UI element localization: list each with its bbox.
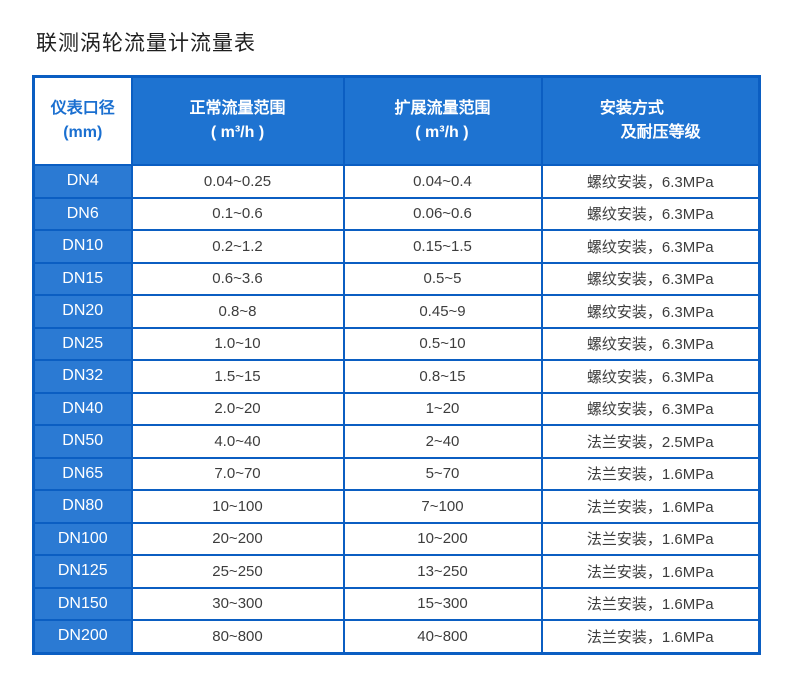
diameter-cell: DN200 xyxy=(32,619,133,654)
installation-cell: 螺纹安装，6.3MPa xyxy=(540,359,761,394)
table-row: DN100 20~200 10~200 法兰安装，1.6MPa xyxy=(32,521,761,556)
flow-rate-table: 仪表口径 (mm) 正常流量范围 ( m³/h ) 扩展流量范围 ( m³/h … xyxy=(32,75,761,655)
header-diameter: 仪表口径 (mm) xyxy=(32,75,133,166)
extended-flow-cell: 7~100 xyxy=(342,489,543,524)
normal-flow-cell: 30~300 xyxy=(130,586,345,621)
table-row: DN125 25~250 13~250 法兰安装，1.6MPa xyxy=(32,554,761,589)
table-row: DN15 0.6~3.6 0.5~5 螺纹安装，6.3MPa xyxy=(32,261,761,296)
header-row: 仪表口径 (mm) 正常流量范围 ( m³/h ) 扩展流量范围 ( m³/h … xyxy=(32,75,761,166)
normal-flow-cell: 0.6~3.6 xyxy=(130,261,345,296)
installation-cell: 螺纹安装，6.3MPa xyxy=(540,229,761,264)
diameter-cell: DN50 xyxy=(32,424,133,459)
normal-flow-cell: 7.0~70 xyxy=(130,456,345,491)
installation-cell: 螺纹安装，6.3MPa xyxy=(540,164,761,199)
normal-flow-cell: 20~200 xyxy=(130,521,345,556)
extended-flow-cell: 0.04~0.4 xyxy=(342,164,543,199)
extended-flow-cell: 0.15~1.5 xyxy=(342,229,543,264)
header-normal-flow-line1: 正常流量范围 xyxy=(189,100,286,117)
table-body: DN4 0.04~0.25 0.04~0.4 螺纹安装，6.3MPa DN6 0.1~0.… xyxy=(32,164,761,654)
installation-cell: 螺纹安装，6.3MPa xyxy=(540,391,761,426)
table-row: DN40 2.0~20 1~20 螺纹安装，6.3MPa xyxy=(32,391,761,426)
header-normal-flow: 正常流量范围 ( m³/h ) xyxy=(130,75,345,166)
normal-flow-cell: 4.0~40 xyxy=(130,424,345,459)
diameter-cell: DN80 xyxy=(32,489,133,524)
diameter-cell: DN100 xyxy=(32,521,133,556)
header-installation-line1: 安装方式 xyxy=(599,100,664,117)
header-diameter-line1: 仪表口径 xyxy=(50,100,115,117)
table-row: DN4 0.04~0.25 0.04~0.4 螺纹安装，6.3MPa xyxy=(32,164,761,199)
extended-flow-cell: 0.5~5 xyxy=(342,261,543,296)
installation-cell: 法兰安装，1.6MPa xyxy=(540,521,761,556)
installation-cell: 螺纹安装，6.3MPa xyxy=(540,294,761,329)
normal-flow-cell: 0.1~0.6 xyxy=(130,196,345,231)
table-row: DN150 30~300 15~300 法兰安装，1.6MPa xyxy=(32,586,761,621)
installation-cell: 法兰安装，1.6MPa xyxy=(540,489,761,524)
diameter-cell: DN4 xyxy=(32,164,133,199)
diameter-cell: DN10 xyxy=(32,229,133,264)
normal-flow-cell: 80~800 xyxy=(130,619,345,654)
extended-flow-cell: 0.45~9 xyxy=(342,294,543,329)
installation-cell: 法兰安装，1.6MPa xyxy=(540,586,761,621)
table-row: DN6 0.1~0.6 0.06~0.6 螺纹安装，6.3MPa xyxy=(32,196,761,231)
normal-flow-cell: 0.04~0.25 xyxy=(130,164,345,199)
table-row: DN25 1.0~10 0.5~10 螺纹安装，6.3MPa xyxy=(32,326,761,361)
table-row: DN20 0.8~8 0.45~9 螺纹安装，6.3MPa xyxy=(32,294,761,329)
extended-flow-cell: 0.5~10 xyxy=(342,326,543,361)
header-diameter-line2: (mm) xyxy=(63,124,103,141)
extended-flow-cell: 2~40 xyxy=(342,424,543,459)
extended-flow-cell: 5~70 xyxy=(342,456,543,491)
normal-flow-cell: 0.8~8 xyxy=(130,294,345,329)
normal-flow-cell: 1.5~15 xyxy=(130,359,345,394)
table-row: DN80 10~100 7~100 法兰安装，1.6MPa xyxy=(32,489,761,524)
normal-flow-cell: 0.2~1.2 xyxy=(130,229,345,264)
installation-cell: 法兰安装，1.6MPa xyxy=(540,619,761,654)
normal-flow-cell: 25~250 xyxy=(130,554,345,589)
table-header: 仪表口径 (mm) 正常流量范围 ( m³/h ) 扩展流量范围 ( m³/h … xyxy=(32,75,761,166)
diameter-cell: DN32 xyxy=(32,359,133,394)
extended-flow-cell: 1~20 xyxy=(342,391,543,426)
installation-cell: 螺纹安装，6.3MPa xyxy=(540,196,761,231)
installation-cell: 法兰安装，2.5MPa xyxy=(540,424,761,459)
diameter-cell: DN150 xyxy=(32,586,133,621)
installation-cell: 螺纹安装，6.3MPa xyxy=(540,326,761,361)
header-normal-flow-line2: ( m³/h ) xyxy=(210,124,265,141)
normal-flow-cell: 1.0~10 xyxy=(130,326,345,361)
normal-flow-cell: 2.0~20 xyxy=(130,391,345,426)
extended-flow-cell: 40~800 xyxy=(342,619,543,654)
flow-table-container: 仪表口径 (mm) 正常流量范围 ( m³/h ) 扩展流量范围 ( m³/h … xyxy=(32,75,761,655)
diameter-cell: DN65 xyxy=(32,456,133,491)
diameter-cell: DN6 xyxy=(32,196,133,231)
installation-cell: 法兰安装，1.6MPa xyxy=(540,554,761,589)
header-installation: 安装方式 及耐压等级 xyxy=(540,75,761,166)
diameter-cell: DN40 xyxy=(32,391,133,426)
header-extended-flow-line2: ( m³/h ) xyxy=(415,124,469,141)
diameter-cell: DN15 xyxy=(32,261,133,296)
diameter-cell: DN20 xyxy=(32,294,133,329)
extended-flow-cell: 15~300 xyxy=(342,586,543,621)
table-row: DN65 7.0~70 5~70 法兰安装，1.6MPa xyxy=(32,456,761,491)
extended-flow-cell: 0.06~0.6 xyxy=(342,196,543,231)
installation-cell: 螺纹安装，6.3MPa xyxy=(540,261,761,296)
extended-flow-cell: 10~200 xyxy=(342,521,543,556)
header-extended-flow: 扩展流量范围 ( m³/h ) xyxy=(342,75,543,166)
header-extended-flow-line1: 扩展流量范围 xyxy=(394,100,491,117)
table-row: DN50 4.0~40 2~40 法兰安装，2.5MPa xyxy=(32,424,761,459)
diameter-cell: DN125 xyxy=(32,554,133,589)
table-row: DN200 80~800 40~800 法兰安装，1.6MPa xyxy=(32,619,761,654)
normal-flow-cell: 10~100 xyxy=(130,489,345,524)
extended-flow-cell: 13~250 xyxy=(342,554,543,589)
header-installation-line2: 及耐压等级 xyxy=(620,124,701,141)
diameter-cell: DN25 xyxy=(32,326,133,361)
installation-cell: 法兰安装，1.6MPa xyxy=(540,456,761,491)
extended-flow-cell: 0.8~15 xyxy=(342,359,543,394)
page-title: 联测涡轮流量计流量表 xyxy=(36,32,256,56)
table-row: DN32 1.5~15 0.8~15 螺纹安装，6.3MPa xyxy=(32,359,761,394)
table-row: DN10 0.2~1.2 0.15~1.5 螺纹安装，6.3MPa xyxy=(32,229,761,264)
